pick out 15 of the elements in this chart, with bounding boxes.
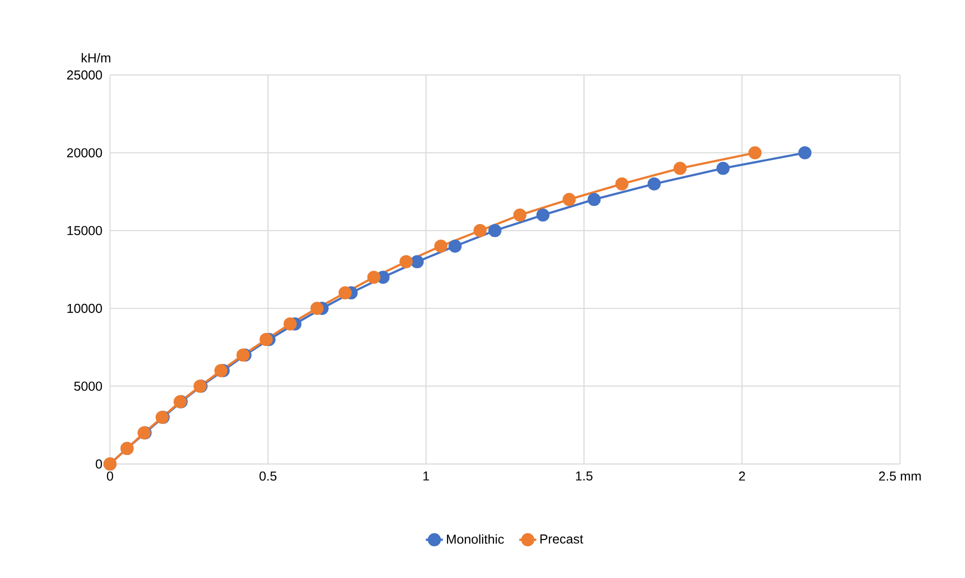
x-tick-label: 1.5 [576,472,592,481]
x-tick-label: 2.5 mm [879,472,921,481]
legend-label: Monolithic [446,534,504,544]
x-tick-label: 1 [423,472,429,480]
y-axis-title: kH/m [82,52,110,62]
y-tick-label: 20000 [67,148,102,158]
x-tick-label: 2 [739,472,745,481]
y-tick-label: 15000 [67,226,102,236]
y-tick-label: 25000 [67,70,102,80]
x-tick-label: 0.5 [260,472,276,481]
y-tick-label: 5000 [74,382,102,391]
legend-label: Precast [540,534,584,544]
y-tick-label: 0 [96,459,102,469]
x-tick-label: 0 [106,472,114,481]
y-tick-label: 10000 [67,304,102,313]
